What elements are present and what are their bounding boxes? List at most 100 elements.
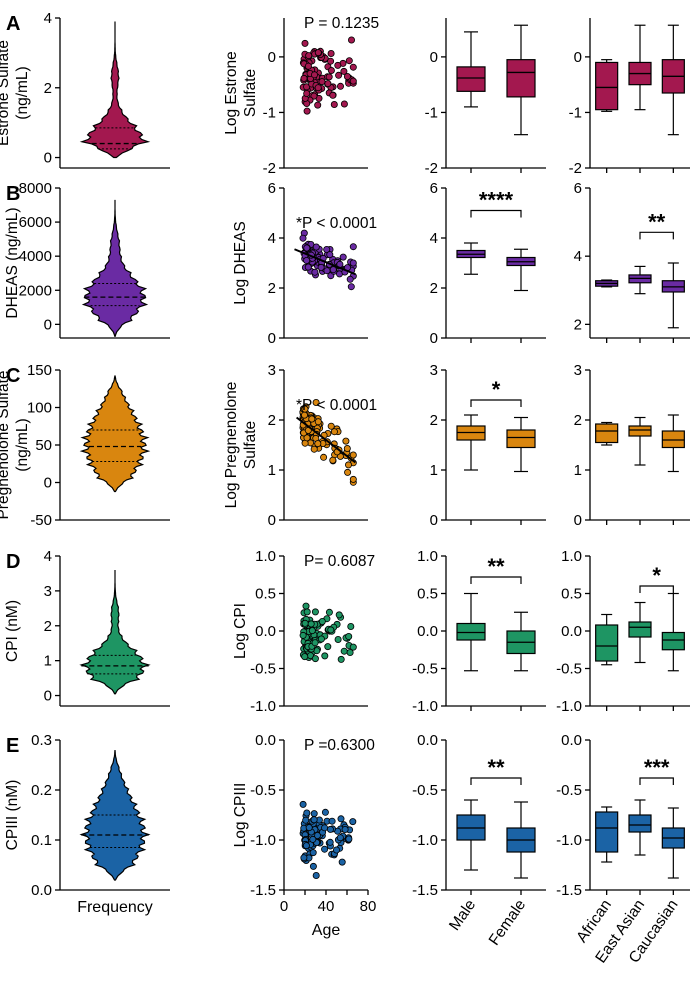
y-tick-label: -0.5 [250, 661, 276, 678]
box-iqr [456, 622, 486, 641]
y-tick-label: 2 [430, 280, 438, 297]
scatter-point [311, 268, 319, 276]
scatter-point [346, 649, 354, 657]
scatter-point [303, 434, 311, 442]
y-tick-label: 2000 [19, 282, 52, 299]
y-tick-label: -0.5 [556, 661, 582, 678]
scatter-point [337, 655, 345, 663]
p-value-annotation: P = 0.1235 [304, 15, 379, 32]
scatter-point [304, 263, 312, 271]
scatter-point [312, 398, 320, 406]
scatter-point [299, 631, 307, 639]
scatter-point [309, 849, 317, 857]
axis-label-line: CPIII (nM) [4, 780, 21, 851]
y-tick-label: 2 [44, 80, 52, 97]
scatter-point [341, 826, 349, 834]
scatter-point [329, 266, 337, 274]
y-tick-label: -1 [569, 104, 582, 121]
violin-y-label: DHEAS (ng/mL) [4, 207, 21, 318]
scatter-point [347, 283, 355, 291]
scatter-point [323, 267, 331, 275]
scatter-point [317, 635, 325, 643]
scatter-y-label: Log CPIII [232, 783, 249, 848]
p-value-annotation: *P < 0.0001 [296, 397, 377, 414]
scatter-point [330, 101, 338, 109]
scatter-point [310, 71, 318, 79]
y-tick-label: 0 [574, 512, 582, 529]
y-tick-label: 2 [268, 280, 276, 297]
scatter-point [312, 872, 320, 880]
y-tick-label: 1 [574, 462, 582, 479]
y-tick-label: -1.0 [250, 832, 276, 849]
y-tick-label: 4 [430, 230, 438, 247]
scatter-point [305, 824, 313, 832]
sex-box-plot: 0 2 4 6 **** [430, 180, 546, 347]
y-tick-label: 2 [430, 412, 438, 429]
scatter-point [324, 643, 332, 651]
y-tick-label: 0.0 [31, 882, 52, 899]
violin-plot: 0 2 4 Estrone Sulfate(ng/mL) [0, 10, 170, 169]
sex-box-plot: -2 -1 0 [425, 18, 546, 177]
scatter-point [325, 608, 333, 616]
scatter-point [345, 633, 353, 641]
y-tick-label: -0.5 [412, 661, 438, 678]
scatter-point [318, 78, 326, 86]
y-tick-label: 0.0 [417, 623, 438, 640]
y-tick-label: 0 [44, 688, 52, 705]
axis-label-line: Log CPI [232, 603, 249, 659]
scatter-point [345, 835, 353, 843]
axis-label-line: Estrone Sulfate [0, 40, 12, 146]
panel-letter: D [6, 551, 20, 573]
y-tick-label: -1.0 [556, 698, 582, 715]
scatter-point [314, 418, 322, 426]
sex-box-plot: -1.5 -1.0 -0.5 0.0 ** Male Female [412, 732, 546, 949]
x-tick-label: 0 [280, 898, 288, 915]
scatter-point [300, 74, 308, 82]
significance-stars: **** [479, 188, 514, 213]
box-iqr [661, 631, 685, 651]
scatter-point [303, 256, 311, 264]
y-tick-label: 8000 [19, 180, 52, 197]
scatter-point [323, 245, 331, 253]
scatter-plot: -2 -1 0 Log Estrone Sulfate P = 0.1235 [223, 15, 379, 177]
scatter-point [347, 623, 355, 631]
scatter-point [343, 444, 351, 452]
y-tick-label: 0 [268, 330, 276, 347]
y-tick-label: 1.0 [561, 548, 582, 565]
scatter-point [329, 456, 337, 464]
scatter-point [321, 845, 329, 853]
axis-label-line: CPI (nM) [4, 600, 21, 662]
scatter-point [302, 816, 310, 824]
y-tick-label: 4 [574, 248, 582, 265]
scatter-point [330, 428, 338, 436]
y-tick-label: -1.5 [250, 882, 276, 899]
y-tick-label: 0.0 [417, 732, 438, 749]
y-tick-label: 4 [44, 10, 52, 27]
significance-bracket [470, 576, 522, 584]
scatter-point [299, 234, 307, 242]
scatter-plot: 0 1 2 3 Log Pregnenolone Sulfate *P < 0.0001 [223, 362, 377, 529]
scatter-point [307, 620, 315, 628]
scatter-point [343, 73, 351, 81]
y-tick-label: -1 [425, 104, 438, 121]
ethnicity-box-plot: -2 -1 0 [569, 18, 690, 177]
y-tick-label: 0 [44, 150, 52, 167]
y-tick-label: -1 [263, 104, 276, 121]
scatter-point [314, 101, 322, 109]
scatter-point [349, 451, 357, 459]
y-tick-label: 2 [268, 412, 276, 429]
y-tick-label: 0.5 [255, 586, 276, 603]
scatter-y-label: Log DHEAS [232, 221, 249, 305]
p-value-annotation: *P < 0.0001 [296, 215, 377, 232]
scatter-point [332, 846, 340, 854]
scatter-point [327, 50, 335, 58]
scatter-point [311, 639, 319, 647]
axis-label-line: Log CPIII [232, 783, 249, 848]
y-tick-label: 4000 [19, 248, 52, 265]
y-tick-label: 2 [574, 316, 582, 333]
y-tick-label: 4 [44, 548, 52, 565]
violin-x-label: Frequency [77, 899, 153, 916]
